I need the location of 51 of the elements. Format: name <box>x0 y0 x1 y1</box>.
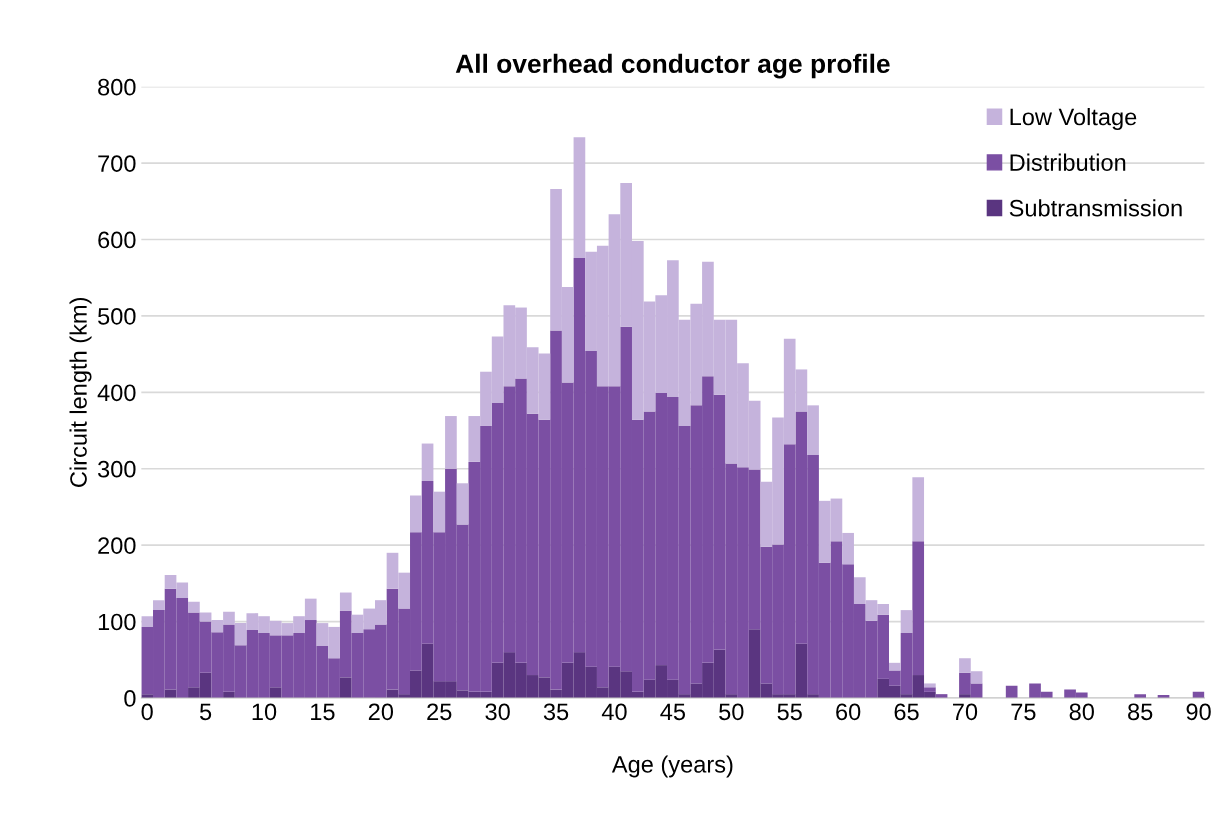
bar <box>153 600 165 611</box>
bar <box>889 662 901 671</box>
x-tick-label: 30 <box>485 703 510 721</box>
y-tick-label: 700 <box>98 155 136 172</box>
bar <box>924 687 936 692</box>
x-tick-label: 75 <box>1011 703 1036 721</box>
x-tick-label: 25 <box>427 703 452 721</box>
x-tick-label: 35 <box>543 703 569 721</box>
y-tick-label: 300 <box>97 460 136 478</box>
bar <box>339 592 352 611</box>
y-tick-label: 500 <box>98 308 136 325</box>
x-tick-label: 60 <box>836 703 861 721</box>
bar <box>912 477 925 542</box>
bar <box>339 677 352 698</box>
bar <box>924 683 936 688</box>
y-tick-label: 200 <box>98 537 136 554</box>
chart-title: All overhead conductor age profile <box>455 53 890 79</box>
x-tick-label: 45 <box>660 703 686 721</box>
legend-label: Low Voltage <box>1010 107 1137 130</box>
y-tick-label: 100 <box>98 613 136 631</box>
legend-label: Subtransmission <box>1009 199 1182 217</box>
x-tick-label: 70 <box>953 703 978 721</box>
y-tick-label: 0 <box>124 690 136 707</box>
bar <box>900 610 913 634</box>
legend-label: Distribution <box>1010 153 1126 171</box>
bar <box>433 491 446 533</box>
x-tick-label: 65 <box>894 703 919 721</box>
x-tick-label: 90 <box>1186 703 1211 721</box>
y-axis-title: Circuit length (km) <box>69 298 92 487</box>
bar <box>141 616 154 627</box>
bar <box>421 443 434 481</box>
x-tick-label: 55 <box>777 703 802 721</box>
x-tick-label: 0 <box>141 703 153 721</box>
bar <box>269 687 282 698</box>
bar <box>410 495 422 533</box>
bar <box>1005 685 1018 698</box>
y-tick-label: 600 <box>98 231 136 249</box>
x-tick-label: 20 <box>368 703 394 721</box>
x-tick-label: 10 <box>252 703 277 721</box>
x-tick-label: 80 <box>1069 703 1094 721</box>
y-tick-label: 800 <box>98 78 136 96</box>
y-tick-label: 400 <box>97 384 136 402</box>
x-tick-label: 5 <box>199 703 212 721</box>
x-tick-label: 40 <box>601 703 627 721</box>
bar <box>445 416 457 469</box>
bar <box>188 601 200 613</box>
x-tick-label: 15 <box>311 703 335 721</box>
x-tick-label: 50 <box>719 703 744 721</box>
x-tick-label: 85 <box>1128 703 1153 721</box>
bar <box>456 483 469 525</box>
x-axis-title: Age (years) <box>611 755 733 778</box>
